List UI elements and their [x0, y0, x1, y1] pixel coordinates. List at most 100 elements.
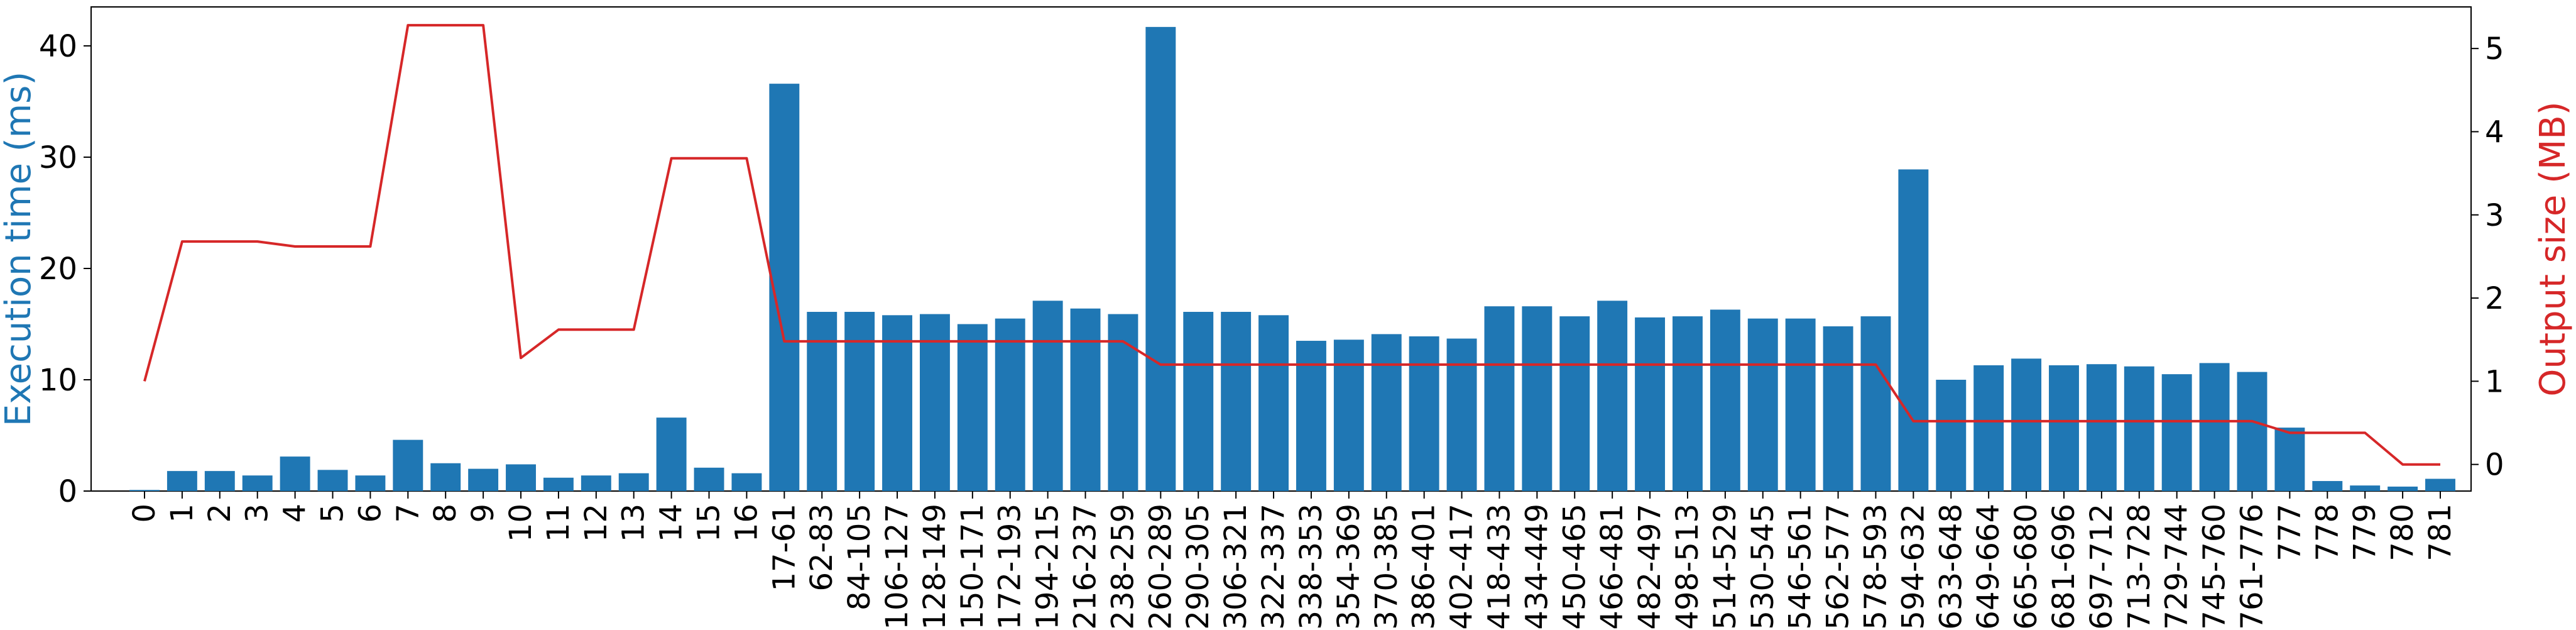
- bar-128-149: [919, 314, 950, 491]
- bar-338-353: [1296, 341, 1326, 491]
- x-tick-label: 5: [315, 504, 351, 523]
- x-tick-label: 562-577: [1821, 504, 1856, 630]
- x-tick-label: 514-529: [1708, 504, 1743, 630]
- bar-482-497: [1635, 317, 1666, 491]
- x-tick-label: 2: [202, 504, 237, 523]
- x-tick-label: 434-449: [1519, 504, 1554, 630]
- bar-697-712: [2086, 364, 2117, 491]
- x-tick-label: 10: [503, 504, 538, 542]
- left-tick-label: 30: [39, 140, 77, 175]
- bar-530-545: [1747, 318, 1778, 491]
- x-tick-label: 14: [654, 504, 689, 542]
- x-tick-label: 761-776: [2235, 504, 2270, 630]
- bar-781: [2425, 478, 2455, 491]
- bar-260-289: [1145, 26, 1176, 492]
- x-tick-label: 781: [2423, 504, 2458, 561]
- x-tick-label: 338-353: [1294, 504, 1329, 630]
- x-tick-label: 649-664: [1971, 504, 2006, 630]
- x-tick-label: 13: [616, 504, 652, 542]
- bar-450-465: [1559, 316, 1590, 491]
- bar-3: [242, 475, 273, 491]
- bar-10: [506, 464, 536, 491]
- bar-12: [581, 475, 611, 491]
- bar-434-449: [1522, 306, 1553, 491]
- bar-150-171: [957, 324, 988, 491]
- bar-562-577: [1823, 326, 1853, 491]
- x-tick-label: 1: [165, 504, 200, 523]
- bar-745-760: [2199, 363, 2230, 491]
- bar-62-83: [807, 312, 838, 491]
- bar-172-193: [995, 318, 1025, 491]
- bar-514-529: [1710, 309, 1740, 491]
- bar-106-127: [882, 315, 912, 491]
- x-tick-label: 84-105: [842, 504, 877, 611]
- bar-15: [694, 467, 724, 491]
- x-tick-label: 4: [278, 504, 313, 523]
- x-tick-label: 482-497: [1632, 504, 1667, 630]
- x-tick-label: 306-321: [1218, 504, 1253, 630]
- x-tick-label: 106-127: [880, 504, 915, 630]
- bar-780: [2388, 486, 2418, 491]
- left-axis-ticks: 0 10 20 30 40: [39, 29, 91, 509]
- bar-306-321: [1221, 312, 1252, 491]
- x-tick-label: 530-545: [1745, 504, 1781, 630]
- bar-777: [2274, 428, 2305, 491]
- bar-16: [731, 473, 762, 491]
- x-tick-label: 594-632: [1896, 504, 1931, 630]
- right-tick-label: 5: [2485, 31, 2504, 67]
- x-tick-label: 370-385: [1369, 504, 1404, 630]
- x-tick-label: 466-481: [1595, 504, 1630, 630]
- bar-681-696: [2049, 365, 2079, 491]
- bar-418-433: [1484, 306, 1515, 491]
- bar-354-369: [1333, 340, 1364, 491]
- x-tick-label: 172-193: [993, 504, 1028, 630]
- bar-665-680: [2011, 358, 2042, 491]
- x-tick-label: 3: [240, 504, 275, 523]
- bar-546-561: [1785, 318, 1816, 491]
- y2-axis-title: Output size (MB): [2533, 101, 2573, 396]
- bar-649-664: [1973, 365, 2004, 491]
- x-tick-label: 216-237: [1068, 504, 1103, 630]
- x-tick-label: 697-712: [2084, 504, 2119, 630]
- x-tick-label: 11: [541, 504, 576, 542]
- bar-6: [355, 475, 386, 491]
- x-tick-label: 354-369: [1331, 504, 1367, 630]
- x-tick-label: 402-417: [1444, 504, 1480, 630]
- x-tick-label: 713-728: [2122, 504, 2157, 630]
- output-size-polyline: [143, 24, 2440, 466]
- right-tick-label: 3: [2485, 198, 2504, 233]
- bar-322-337: [1258, 315, 1289, 491]
- x-tick-label: 322-337: [1256, 504, 1291, 630]
- bar-386-401: [1409, 336, 1439, 491]
- bar-729-744: [2161, 374, 2192, 491]
- left-tick-label: 40: [39, 29, 77, 64]
- bar-761-776: [2237, 372, 2268, 491]
- x-tick-label: 729-744: [2159, 504, 2195, 630]
- x-tick-label: 450-465: [1557, 504, 1592, 630]
- right-tick-label: 4: [2485, 114, 2504, 150]
- x-tick-label: 6: [352, 504, 388, 523]
- right-tick-label: 1: [2485, 364, 2504, 399]
- bar-9: [468, 468, 499, 491]
- x-tick-label: 745-760: [2197, 504, 2232, 630]
- x-tick-label: 681-696: [2046, 504, 2082, 630]
- bar-5: [317, 470, 348, 491]
- bar-779: [2350, 485, 2381, 491]
- x-tick-label: 546-561: [1783, 504, 1818, 630]
- bar-290-305: [1183, 312, 1214, 491]
- x-tick-label: 780: [2385, 504, 2420, 561]
- x-tick-label: 15: [692, 504, 727, 542]
- y-axis-title: Execution time (ms): [0, 72, 39, 426]
- bar-1: [166, 471, 197, 491]
- bar-84-105: [844, 312, 875, 491]
- x-tick-label: 9: [466, 504, 501, 523]
- x-tick-label: 150-171: [955, 504, 990, 630]
- bar-778: [2312, 481, 2343, 491]
- x-tick-label: 62-83: [804, 504, 839, 591]
- bar-2: [204, 471, 235, 491]
- bar-4: [280, 456, 310, 491]
- bar-578-593: [1860, 316, 1891, 491]
- bar-594-632: [1898, 169, 1929, 491]
- bar-466-481: [1597, 301, 1628, 491]
